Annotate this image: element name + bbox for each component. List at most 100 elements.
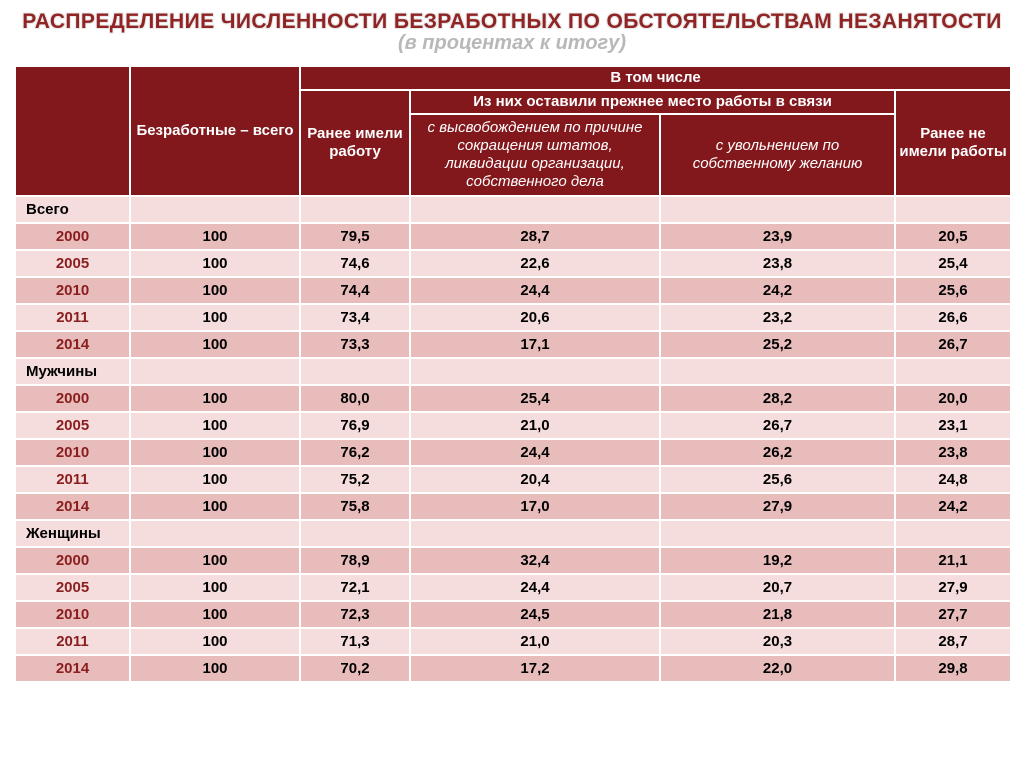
empty-cell [130, 520, 300, 547]
table-body: Всего200010079,528,723,920,5200510074,62… [15, 196, 1011, 682]
value-cell: 73,4 [300, 304, 410, 331]
table-row: 201010074,424,424,225,6 [15, 277, 1011, 304]
year-cell: 2005 [15, 412, 130, 439]
value-cell: 21,0 [410, 628, 660, 655]
table-row: 200510076,921,026,723,1 [15, 412, 1011, 439]
table-row: 201110075,220,425,624,8 [15, 466, 1011, 493]
value-cell: 100 [130, 655, 300, 682]
value-cell: 26,7 [660, 412, 895, 439]
data-table: Безработные – всего В том числе Ранее им… [14, 65, 1012, 683]
value-cell: 26,2 [660, 439, 895, 466]
value-cell: 28,7 [895, 628, 1011, 655]
value-cell: 72,3 [300, 601, 410, 628]
empty-cell [410, 520, 660, 547]
value-cell: 20,6 [410, 304, 660, 331]
value-cell: 20,7 [660, 574, 895, 601]
page-subtitle: (в процентах к итогу) [14, 32, 1010, 55]
table-row: 200510072,124,420,727,9 [15, 574, 1011, 601]
year-cell: 2005 [15, 250, 130, 277]
value-cell: 75,8 [300, 493, 410, 520]
value-cell: 26,7 [895, 331, 1011, 358]
empty-cell [895, 520, 1011, 547]
value-cell: 25,6 [660, 466, 895, 493]
table-row: 200010080,025,428,220,0 [15, 385, 1011, 412]
year-cell: 2000 [15, 385, 130, 412]
year-cell: 2010 [15, 439, 130, 466]
col-header-group-sub: Из них оставили прежнее место работы в с… [410, 90, 895, 114]
value-cell: 100 [130, 304, 300, 331]
table-row: 201010072,324,521,827,7 [15, 601, 1011, 628]
value-cell: 74,6 [300, 250, 410, 277]
value-cell: 24,4 [410, 277, 660, 304]
section-label: Всего [15, 196, 130, 223]
year-cell: 2011 [15, 466, 130, 493]
col-header-blank [15, 66, 130, 196]
value-cell: 24,4 [410, 574, 660, 601]
value-cell: 100 [130, 223, 300, 250]
value-cell: 100 [130, 412, 300, 439]
value-cell: 29,8 [895, 655, 1011, 682]
col-header-layoff: с высвобождением по причине сокращения ш… [410, 114, 660, 196]
empty-cell [895, 358, 1011, 385]
value-cell: 25,6 [895, 277, 1011, 304]
year-cell: 2000 [15, 547, 130, 574]
value-cell: 23,2 [660, 304, 895, 331]
empty-cell [300, 196, 410, 223]
value-cell: 27,9 [895, 574, 1011, 601]
value-cell: 73,3 [300, 331, 410, 358]
value-cell: 72,1 [300, 574, 410, 601]
empty-cell [300, 520, 410, 547]
value-cell: 23,9 [660, 223, 895, 250]
value-cell: 21,1 [895, 547, 1011, 574]
year-cell: 2005 [15, 574, 130, 601]
year-cell: 2014 [15, 655, 130, 682]
table-row: 201110073,420,623,226,6 [15, 304, 1011, 331]
value-cell: 78,9 [300, 547, 410, 574]
value-cell: 20,0 [895, 385, 1011, 412]
empty-cell [660, 196, 895, 223]
section-row: Женщины [15, 520, 1011, 547]
table-row: 201010076,224,426,223,8 [15, 439, 1011, 466]
value-cell: 100 [130, 439, 300, 466]
value-cell: 20,5 [895, 223, 1011, 250]
value-cell: 21,8 [660, 601, 895, 628]
empty-cell [410, 196, 660, 223]
value-cell: 76,2 [300, 439, 410, 466]
value-cell: 32,4 [410, 547, 660, 574]
value-cell: 100 [130, 385, 300, 412]
value-cell: 25,2 [660, 331, 895, 358]
value-cell: 24,2 [895, 493, 1011, 520]
table-row: 201410073,317,125,226,7 [15, 331, 1011, 358]
value-cell: 100 [130, 601, 300, 628]
value-cell: 25,4 [895, 250, 1011, 277]
value-cell: 100 [130, 466, 300, 493]
value-cell: 25,4 [410, 385, 660, 412]
value-cell: 27,7 [895, 601, 1011, 628]
value-cell: 24,5 [410, 601, 660, 628]
value-cell: 76,9 [300, 412, 410, 439]
empty-cell [130, 358, 300, 385]
table-row: 201410070,217,222,029,8 [15, 655, 1011, 682]
value-cell: 24,8 [895, 466, 1011, 493]
year-cell: 2011 [15, 628, 130, 655]
value-cell: 22,6 [410, 250, 660, 277]
value-cell: 21,0 [410, 412, 660, 439]
year-cell: 2010 [15, 601, 130, 628]
table-row: 200010079,528,723,920,5 [15, 223, 1011, 250]
value-cell: 80,0 [300, 385, 410, 412]
section-row: Всего [15, 196, 1011, 223]
value-cell: 71,3 [300, 628, 410, 655]
title-block: РАСПРЕДЕЛЕНИЕ ЧИСЛЕННОСТИ БЕЗРАБОТНЫХ ПО… [14, 10, 1010, 55]
value-cell: 70,2 [300, 655, 410, 682]
year-cell: 2011 [15, 304, 130, 331]
year-cell: 2014 [15, 331, 130, 358]
value-cell: 100 [130, 628, 300, 655]
value-cell: 28,7 [410, 223, 660, 250]
value-cell: 19,2 [660, 547, 895, 574]
value-cell: 23,1 [895, 412, 1011, 439]
section-label: Мужчины [15, 358, 130, 385]
col-header-had-job: Ранее имели работу [300, 90, 410, 196]
value-cell: 27,9 [660, 493, 895, 520]
col-header-total: Безработные – всего [130, 66, 300, 196]
value-cell: 26,6 [895, 304, 1011, 331]
